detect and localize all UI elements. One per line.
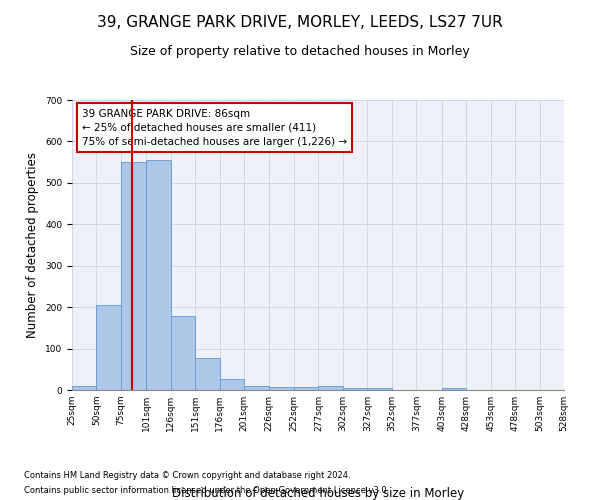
Text: 39, GRANGE PARK DRIVE, MORLEY, LEEDS, LS27 7UR: 39, GRANGE PARK DRIVE, MORLEY, LEEDS, LS…	[97, 15, 503, 30]
Bar	[121, 162, 146, 390]
Text: 39 GRANGE PARK DRIVE: 86sqm
← 25% of detached houses are smaller (411)
75% of se: 39 GRANGE PARK DRIVE: 86sqm ← 25% of det…	[82, 108, 347, 146]
Bar	[442, 388, 466, 390]
Y-axis label: Number of detached properties: Number of detached properties	[26, 152, 40, 338]
Bar	[319, 386, 343, 390]
Text: Contains public sector information licensed under the Open Government Licence v3: Contains public sector information licen…	[24, 486, 389, 495]
Bar	[220, 379, 244, 390]
Bar	[367, 388, 392, 390]
Bar	[72, 386, 97, 390]
Bar	[244, 386, 269, 390]
Bar	[294, 387, 319, 390]
Bar	[97, 305, 121, 390]
Text: Size of property relative to detached houses in Morley: Size of property relative to detached ho…	[130, 45, 470, 58]
Bar	[269, 387, 294, 390]
Bar	[195, 358, 220, 390]
Bar	[171, 316, 195, 390]
X-axis label: Distribution of detached houses by size in Morley: Distribution of detached houses by size …	[172, 487, 464, 500]
Bar	[146, 160, 171, 390]
Text: Contains HM Land Registry data © Crown copyright and database right 2024.: Contains HM Land Registry data © Crown c…	[24, 471, 350, 480]
Bar	[343, 388, 367, 390]
